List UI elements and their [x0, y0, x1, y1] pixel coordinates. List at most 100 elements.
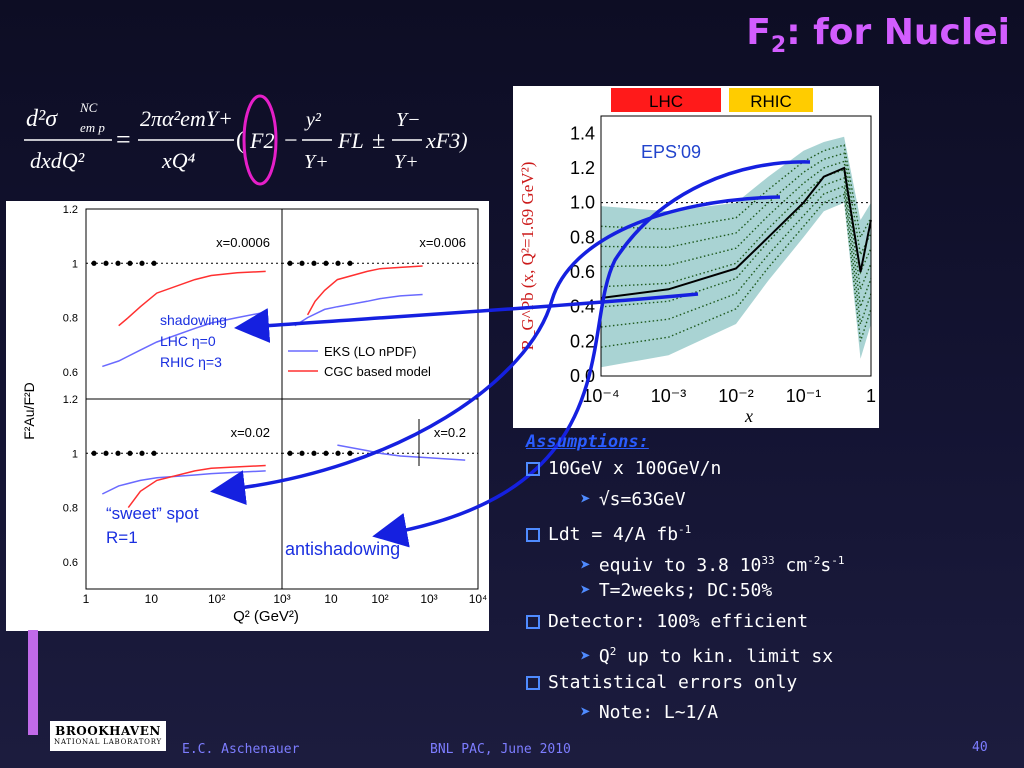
formula-y2: y² [304, 109, 322, 131]
data-point [323, 260, 329, 266]
formula-yplus: Y+ [304, 151, 329, 173]
data-point [287, 260, 293, 266]
assumption-item: 10GeV x 100GeV/n [526, 454, 996, 485]
formula-rhs-num: 2πα²emY+ [140, 106, 233, 131]
eps09-xtick: 10⁻² [718, 386, 754, 406]
xtick-label: 10² [208, 592, 225, 606]
series-line [294, 293, 423, 327]
data-point [347, 260, 353, 266]
formula-lhs-den: dxdQ² [30, 148, 85, 173]
series-line [337, 444, 466, 461]
series-line [102, 311, 266, 368]
ytick-label: 1.2 [63, 394, 78, 406]
band-lhc-label: LHC [649, 92, 683, 111]
eps09-xtick: 10⁻⁴ [582, 386, 619, 406]
formula-fl: FL [337, 128, 364, 153]
eps09-xtick: 1 [866, 386, 876, 406]
legend-cgc-label: CGC based model [324, 364, 431, 379]
series-line [306, 265, 423, 316]
nuclear-ratio-chart: 1.2 1 0.8 0.6 1.2 1 0.8 0.6 1 10 10² 10³ 10 10² 10³ 10⁴… [21, 204, 487, 625]
arrow-bullet-icon: ➤ [580, 580, 591, 601]
square-bullet-icon [526, 528, 540, 542]
data-point [115, 260, 121, 266]
assumption-subitem: ➤ Q2 up to kin. limit sx [580, 645, 834, 667]
data-point [335, 450, 341, 456]
ytick-label: 1 [72, 258, 78, 270]
formula-lhs-sup: NC [79, 100, 98, 115]
eps09-ytick: 1.0 [570, 193, 595, 213]
ytick-label: 0.6 [63, 557, 78, 569]
data-point [311, 450, 317, 456]
panel-label: x=0.02 [231, 425, 270, 440]
data-point [103, 450, 109, 456]
data-point [103, 260, 109, 266]
data-point [139, 450, 145, 456]
xtick-label: 1 [83, 592, 90, 606]
decorative-bar [28, 630, 38, 735]
formula-lhs-sub: em p [80, 120, 105, 135]
data-point [287, 450, 293, 456]
brookhaven-logo: BROOKHAVEN NATIONAL LABORATORY [50, 721, 166, 751]
data-point [299, 260, 305, 266]
data-point [115, 450, 121, 456]
square-bullet-icon [526, 462, 540, 476]
eps09-xtick: 10⁻¹ [786, 386, 822, 406]
square-bullet-icon [526, 675, 540, 690]
arrow-bullet-icon: ➤ [580, 488, 591, 510]
arrow-antishadowing [372, 160, 811, 548]
data-point [139, 260, 145, 266]
eps09-xlabel: x [744, 406, 753, 426]
square-bullet-icon [526, 614, 540, 629]
annot-rhic: RHIC η=3 [160, 354, 222, 370]
xtick-label: 10 [324, 592, 338, 606]
svg-text:−: − [284, 128, 298, 154]
assumption-subitem: ➤ Note: L~1/A [580, 702, 719, 723]
arrow-bullet-icon: ➤ [580, 702, 591, 723]
formula-yminus: Y− [396, 109, 421, 131]
left-ylabel: F²Au/F²D [21, 382, 37, 440]
panel-label: x=0.0006 [216, 235, 270, 250]
annot-lhc: LHC η=0 [160, 333, 216, 349]
arrow-sweet-spot [210, 195, 781, 506]
footer-author: E.C. Aschenauer [182, 742, 300, 757]
formula-f2: F2 [249, 128, 274, 153]
data-point [347, 450, 353, 456]
eps09-chart-panel: LHC RHIC 1.4 1.2 1.0 0.8 0.6 0.4 0.2 0.0 10⁻⁴ 10⁻… [513, 86, 879, 428]
formula-pm: ± [372, 128, 385, 154]
uncertainty-band [601, 136, 871, 368]
series-line [127, 464, 266, 509]
band-rhic-label: RHIC [750, 92, 792, 111]
arrow-shadowing [234, 292, 699, 343]
panel-frame [281, 398, 479, 590]
series-line [118, 270, 266, 327]
ytick-label: 0.8 [63, 503, 78, 515]
eps09-error-curve [600, 185, 872, 328]
eps09-frame [600, 115, 872, 377]
data-point [311, 260, 317, 266]
eps09-chart: LHC RHIC 1.41.21.00.80.60.40.20.010⁻⁴ 10⁻… [518, 88, 876, 426]
left-xlabel: Q² (GeV²) [233, 608, 299, 625]
f2-highlight-ellipse [242, 94, 278, 186]
page-number: 40 [972, 740, 988, 755]
xtick-label: 10³ [420, 592, 437, 606]
eps09-error-curve [600, 193, 872, 348]
xtick-label: 10 [145, 592, 159, 606]
formula-lhs-num: d²σ [26, 106, 58, 132]
eps09-xtick: 10⁻³ [651, 386, 687, 406]
formula-yplus-2: Y+ [394, 151, 419, 173]
legend-eks-label: EKS (LO nPDF) [324, 344, 416, 359]
logo-line1: BROOKHAVEN [55, 724, 161, 738]
eps09-ylabel: R_G^Pb (x, Q²=1.69 GeV²) [518, 162, 537, 351]
assumptions-list: Assumptions: 10GeV x 100GeV/n ➤ √s=63GeV … [526, 432, 996, 729]
nuclear-ratio-chart-panel: 1.2 1 0.8 0.6 1.2 1 0.8 0.6 1 10 10² 10³ 10 10² 10³ 10⁴… [6, 201, 489, 631]
arrow-bullet-icon: ➤ [580, 554, 591, 576]
eps09-central-curve [600, 166, 872, 299]
eps09-error-curve [600, 152, 872, 258]
eps09-ytick: 1.2 [570, 158, 595, 178]
assumption-item: Ldt = 4/A fb-1 [526, 515, 996, 546]
assumption-subitem: ➤ T=2weeks; DC:50% [580, 580, 773, 601]
assumption-item: Statistical errors only [526, 668, 996, 699]
data-point [335, 260, 341, 266]
data-point [127, 450, 133, 456]
